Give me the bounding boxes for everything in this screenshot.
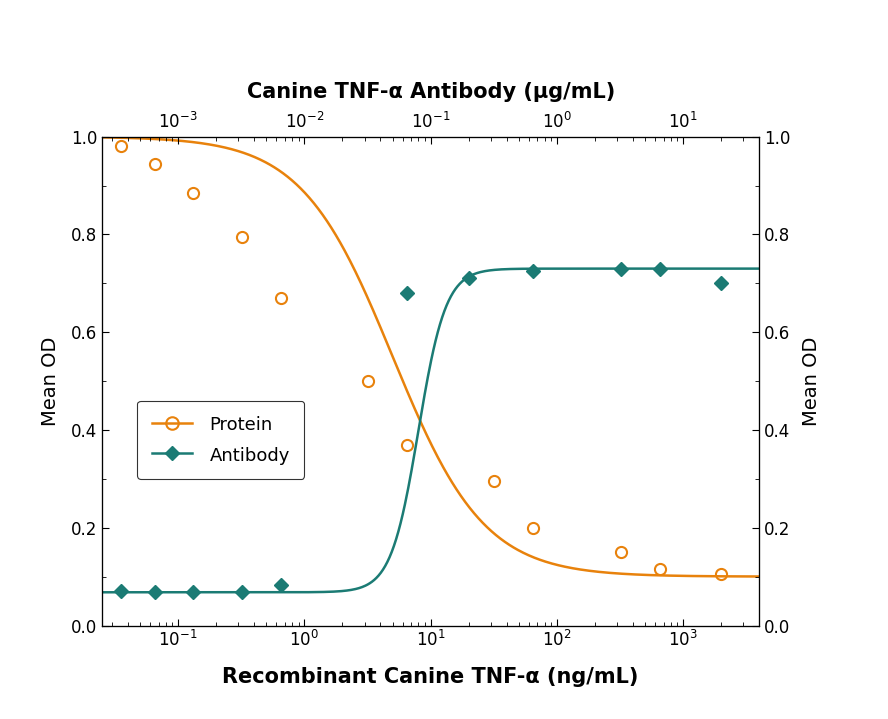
Y-axis label: Mean OD: Mean OD	[41, 336, 59, 426]
Legend: Protein, Antibody: Protein, Antibody	[138, 400, 305, 479]
Y-axis label: Mean OD: Mean OD	[802, 336, 821, 426]
X-axis label: Recombinant Canine TNF-α (ng/mL): Recombinant Canine TNF-α (ng/mL)	[223, 667, 638, 687]
X-axis label: Canine TNF-α Antibody (μg/mL): Canine TNF-α Antibody (μg/mL)	[247, 82, 614, 102]
